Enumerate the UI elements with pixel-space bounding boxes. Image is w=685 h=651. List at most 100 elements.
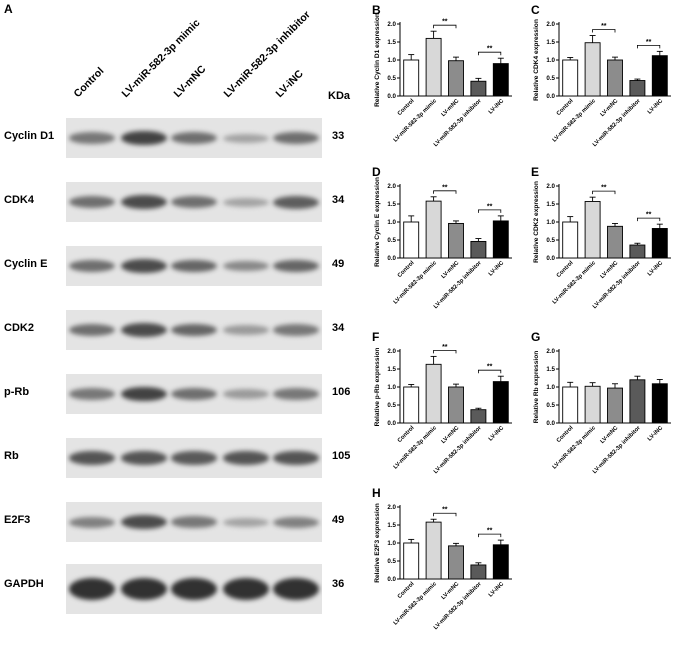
blot-band (121, 386, 167, 402)
y-tick-label: 0.0 (387, 255, 396, 262)
significance-label: ** (487, 46, 493, 53)
x-tick-label: LV-miR-582-3p mimic (393, 581, 439, 627)
significance-label: ** (646, 39, 652, 46)
blot-band (223, 260, 269, 272)
y-tick-label: 0.0 (387, 576, 396, 583)
x-tick-label: LV-miR-582-3p inhibitor (592, 425, 642, 475)
bar-chart-e: E Relative CDK2 expression 0.0 0.5 1.0 1.5 2.0… (531, 165, 671, 310)
blot-band (121, 323, 167, 337)
y-tick-label: 1.5 (387, 39, 396, 46)
blot-band (69, 451, 115, 465)
blot-band (69, 132, 115, 144)
y-tick-label: 1.0 (387, 384, 396, 391)
x-tick-label: LV-mNC (600, 425, 620, 445)
bar (470, 240, 487, 259)
y-tick-label: 2.0 (387, 348, 396, 355)
bar (562, 59, 579, 97)
bar (584, 385, 601, 424)
x-tick-label: LV-iNC (488, 425, 506, 443)
x-tick-label: LV-miR-582-3p inhibitor (592, 260, 642, 310)
blot-band (223, 197, 269, 207)
x-tick-label: LV-iNC (647, 260, 665, 278)
significance-label: ** (646, 212, 652, 219)
x-tick-label: LV-miR-582-3p mimic (552, 425, 598, 471)
bar (492, 63, 509, 97)
x-tick-label: LV-miR-582-3p inhibitor (433, 260, 483, 310)
x-tick-label: LV-mNC (441, 581, 461, 601)
blot-strip (66, 438, 322, 478)
blot-band (223, 389, 269, 399)
lane-label-inc: LV-iNC (273, 67, 306, 100)
y-axis-label: Relative Rb expression (533, 351, 540, 424)
bar (425, 521, 442, 580)
blot-row: CDK2 34 (0, 308, 360, 352)
bar-chart-f: F Relative p-Rb expression 0.0 0.5 1.0 1.5 2.0… (372, 330, 512, 475)
bar (492, 381, 509, 424)
bar (629, 244, 646, 259)
x-tick-label: LV-iNC (488, 260, 506, 278)
significance-bracket (478, 51, 502, 56)
bar-chart-h: H Relative E2F3 expression 0.0 0.5 1.0 1.5 2.0… (372, 486, 512, 631)
y-axis-label: Relative CDK2 expression (533, 181, 540, 263)
blot-band (273, 259, 319, 273)
bar (492, 220, 509, 259)
y-axis-label: Relative E2F3 expression (374, 503, 381, 583)
significance-bracket (433, 190, 457, 194)
x-tick-label: Control (397, 581, 416, 600)
blot-row: E2F3 49 (0, 500, 360, 544)
x-tick-label: Control (397, 98, 416, 117)
kda-value: 34 (332, 194, 345, 206)
panel-letter: E (531, 165, 539, 179)
x-tick-label: LV-miR-582-3p inhibitor (433, 425, 483, 475)
blot-band (69, 388, 115, 400)
y-tick-label: 0.5 (546, 75, 555, 82)
x-tick-label: LV-miR-582-3p mimic (393, 98, 439, 144)
bar (403, 386, 420, 424)
protein-label: GAPDH (4, 578, 44, 590)
blot-band (273, 516, 319, 528)
blot-strip (66, 502, 322, 542)
y-tick-label: 2.0 (546, 183, 555, 190)
blot-band (121, 130, 167, 146)
y-tick-label: 0.5 (546, 237, 555, 244)
protein-label: E2F3 (4, 514, 31, 526)
x-tick-label: LV-miR-582-3p inhibitor (433, 98, 483, 148)
blot-band (171, 388, 217, 400)
blot-band (69, 578, 115, 600)
y-tick-label: 1.0 (546, 57, 555, 64)
blot-band (121, 451, 167, 465)
blot-band (121, 259, 167, 273)
x-tick-label: Control (556, 98, 575, 117)
blot-band (69, 324, 115, 336)
bar (629, 379, 646, 424)
y-tick-label: 0.0 (546, 420, 555, 427)
blot-row: CDK4 34 (0, 180, 360, 224)
blot-band (171, 578, 217, 600)
blot-band (273, 451, 319, 465)
significance-label: ** (487, 203, 493, 210)
y-tick-label: 0.0 (387, 93, 396, 100)
panel-letter: D (372, 165, 381, 179)
significance-bracket (592, 29, 616, 33)
bar (607, 387, 623, 424)
bar (562, 221, 579, 259)
blot-band (121, 515, 167, 529)
significance-bracket (637, 44, 661, 49)
panel-letter: B (372, 3, 381, 17)
blot-band (171, 196, 217, 208)
bar (425, 363, 442, 424)
x-tick-label: LV-miR-582-3p inhibitor (592, 98, 642, 148)
x-tick-label: LV-iNC (488, 98, 506, 116)
blot-row: p-Rb 106 (0, 372, 360, 416)
bar-chart-g: G Relative Rb expression 0.0 0.5 1.0 1.5 2.0 Co… (531, 330, 671, 475)
blot-band (273, 578, 319, 600)
bar (651, 228, 668, 259)
bar (470, 80, 487, 97)
blot-strip (66, 374, 322, 414)
x-tick-label: LV-miR-582-3p mimic (552, 260, 598, 306)
bar (470, 409, 487, 424)
blot-row: Cyclin D1 33 (0, 116, 360, 160)
y-tick-label: 2.0 (387, 21, 396, 28)
